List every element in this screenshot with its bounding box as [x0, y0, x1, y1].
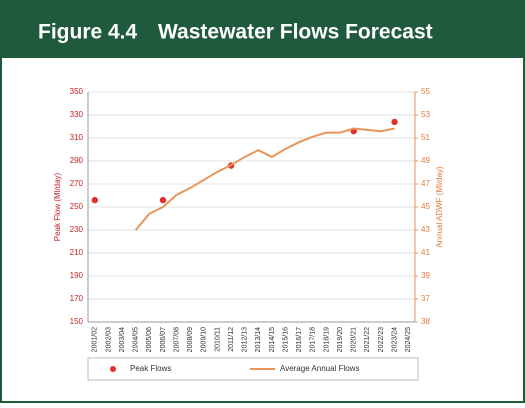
x-tick-label: 2023/24 — [391, 327, 398, 352]
x-tick-label: 2008/09 — [187, 327, 194, 352]
y2-tick-label: 41 — [421, 248, 430, 257]
x-tick-label: 2011/12 — [228, 327, 235, 352]
y-tick-label: 330 — [70, 110, 84, 119]
x-tick-label: 2015/16 — [282, 327, 289, 352]
peak-point — [91, 196, 99, 204]
legend-box — [87, 357, 419, 381]
x-tick-label: 2005/06 — [146, 327, 153, 352]
x-tick-label: 2003/04 — [119, 327, 126, 352]
header — [0, 0, 525, 58]
x-tick-label: 2024/25 — [405, 327, 412, 352]
x-tick-label: 2007/08 — [173, 327, 180, 352]
y2-axis-title: Annual ADWF (Ml/day) — [435, 166, 444, 248]
chart-title: Wastewater Flows Forecast — [158, 21, 433, 44]
y-tick-label: 170 — [70, 294, 84, 303]
average-line — [134, 127, 395, 231]
y2-tick-label: 43 — [421, 225, 430, 234]
y-tick-label: 250 — [70, 202, 84, 211]
y-tick-label: 230 — [70, 225, 84, 234]
y-tick-label: 150 — [70, 317, 84, 326]
y2-tick-label: 55 — [421, 87, 430, 96]
x-tick-label: 2001/02 — [92, 327, 99, 352]
y-tick-label: 270 — [70, 179, 84, 188]
x-tick-label: 2004/05 — [133, 327, 140, 352]
x-tick-label: 2009/10 — [201, 327, 208, 352]
x-tick-label: 2006/07 — [160, 327, 167, 352]
legend-label: Average Annual Flows — [280, 364, 359, 373]
figure-label: Figure 4.4 — [38, 21, 138, 44]
x-tick-label: 2019/20 — [337, 327, 344, 352]
y-axis-title: Peak Flow (Ml/day) — [53, 172, 62, 241]
y-tick-label: 290 — [70, 156, 84, 165]
x-tick-label: 2018/19 — [323, 327, 330, 352]
y2-tick-label: 45 — [421, 202, 430, 211]
y2-tick-label: 49 — [421, 156, 430, 165]
legend-label: Peak Flows — [130, 364, 171, 373]
x-tick-label: 2010/11 — [214, 327, 221, 352]
y2-tick-label: 53 — [421, 110, 430, 119]
y-tick-label: 350 — [70, 87, 84, 96]
x-tick-label: 2002/03 — [105, 327, 112, 352]
x-tick-label: 2020/21 — [351, 327, 358, 352]
x-tick-label: 2017/18 — [310, 327, 317, 352]
x-tick-label: 2012/13 — [242, 327, 249, 352]
x-tick-label: 2013/14 — [255, 327, 262, 352]
peak-point — [391, 118, 398, 126]
x-tick-label: 2022/23 — [378, 327, 385, 352]
y-tick-label: 190 — [70, 271, 84, 280]
y-tick-label: 210 — [70, 248, 84, 257]
x-tick-label: 2021/22 — [364, 327, 371, 352]
x-tick-label: 2016/17 — [296, 327, 303, 352]
y2-tick-label: 51 — [421, 133, 430, 142]
y2-tick-label: 39 — [421, 271, 430, 280]
y2-tick-label: 38 — [421, 317, 430, 326]
y2-tick-label: 37 — [421, 294, 430, 303]
x-tick-label: 2014/15 — [269, 327, 276, 352]
y2-tick-label: 47 — [421, 179, 430, 188]
peak-point — [159, 196, 167, 204]
legend-marker — [110, 366, 116, 372]
y-tick-label: 310 — [70, 133, 84, 142]
